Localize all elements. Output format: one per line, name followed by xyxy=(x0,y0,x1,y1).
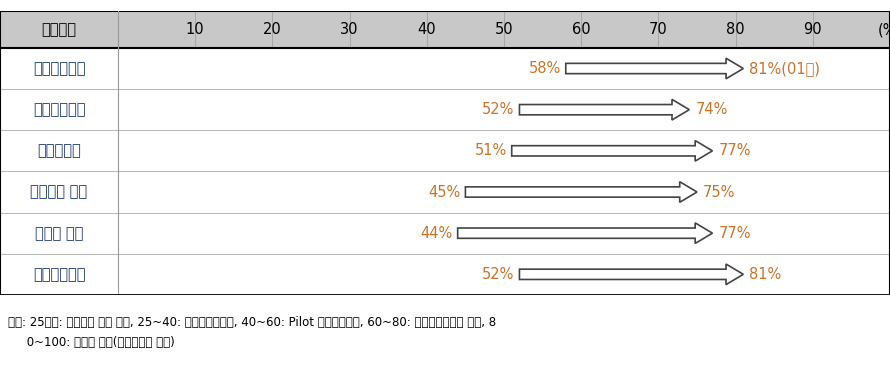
Text: 75%: 75% xyxy=(703,185,735,200)
Text: 10: 10 xyxy=(186,22,205,37)
Bar xyxy=(0,11,890,48)
Text: 90: 90 xyxy=(804,22,822,37)
Text: 30: 30 xyxy=(340,22,359,37)
Text: 52%: 52% xyxy=(482,102,514,117)
Text: 생태계 복원: 생태계 복원 xyxy=(35,226,83,241)
Polygon shape xyxy=(520,99,689,120)
Polygon shape xyxy=(465,182,697,202)
Bar xyxy=(0,130,890,172)
Text: 44%: 44% xyxy=(420,226,453,241)
Text: 유해물질 평가: 유해물질 평가 xyxy=(30,185,87,200)
Polygon shape xyxy=(566,58,743,79)
Polygon shape xyxy=(457,223,712,244)
Text: 74%: 74% xyxy=(695,102,728,117)
Text: 50: 50 xyxy=(495,22,514,37)
Text: 81%(01년): 81%(01년) xyxy=(749,61,821,76)
Text: 폐기물처리: 폐기물처리 xyxy=(37,143,81,158)
Text: 60: 60 xyxy=(572,22,590,37)
Bar xyxy=(0,172,890,213)
Text: 대기오염방지: 대기오염방지 xyxy=(33,61,85,76)
Text: 77%: 77% xyxy=(718,226,751,241)
Text: 51%: 51% xyxy=(474,143,506,158)
Polygon shape xyxy=(520,264,743,285)
Text: 0~100: 선진국 수준(기술경쟁력 확보): 0~100: 선진국 수준(기술경쟁력 확보) xyxy=(8,336,174,349)
Text: 80: 80 xyxy=(726,22,745,37)
Bar xyxy=(0,254,890,295)
Text: 20: 20 xyxy=(263,22,282,37)
Bar xyxy=(0,89,890,130)
Text: 70: 70 xyxy=(649,22,668,37)
Text: (%): (%) xyxy=(878,22,890,37)
Text: 참고: 25이하: 기술도입 적용 수준, 25~40: 실험실연구수준, 40~60: Pilot 실증연구수준, 60~80: 상업화개발적용 수준, 8: 참고: 25이하: 기술도입 적용 수준, 25~40: 실험실연구수준, 40… xyxy=(8,316,496,329)
Polygon shape xyxy=(512,141,712,161)
Text: 52%: 52% xyxy=(482,267,514,282)
Text: 수질오염방지: 수질오염방지 xyxy=(33,102,85,117)
Text: 81%: 81% xyxy=(749,267,781,282)
Text: 40: 40 xyxy=(417,22,436,37)
Bar xyxy=(0,213,890,254)
Text: 사전오염예방: 사전오염예방 xyxy=(33,267,85,282)
Bar xyxy=(0,48,890,89)
Text: 45%: 45% xyxy=(428,185,460,200)
Text: 77%: 77% xyxy=(718,143,751,158)
Text: 기술분야: 기술분야 xyxy=(42,22,77,37)
Text: 58%: 58% xyxy=(529,61,561,76)
